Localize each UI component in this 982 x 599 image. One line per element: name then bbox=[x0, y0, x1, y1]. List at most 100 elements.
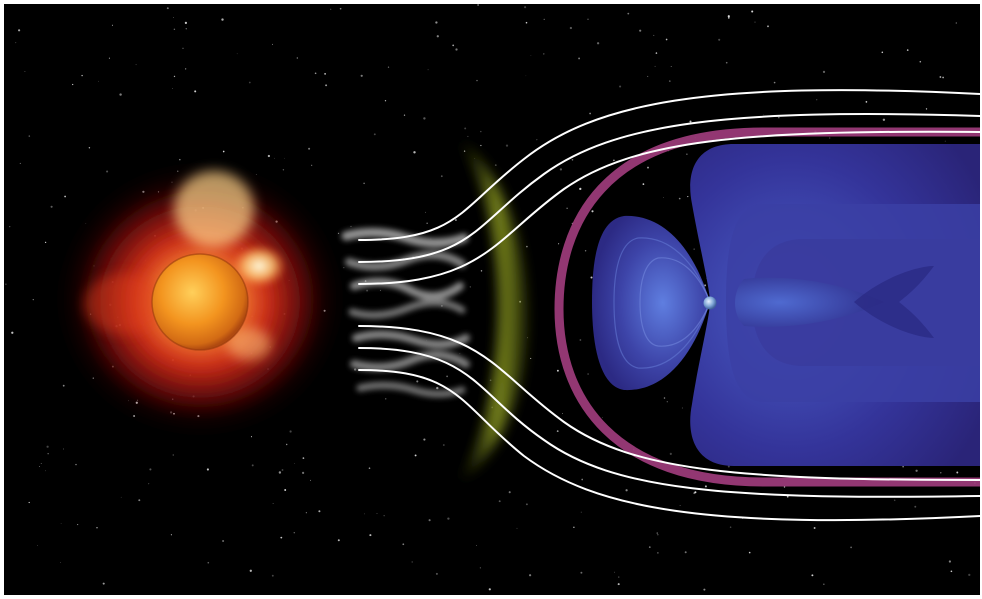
field-lines bbox=[358, 89, 980, 522]
star bbox=[480, 270, 483, 272]
star bbox=[556, 430, 559, 432]
star bbox=[350, 225, 352, 227]
plasma-sheet bbox=[735, 277, 884, 327]
star bbox=[823, 583, 825, 585]
star bbox=[9, 225, 11, 228]
star bbox=[75, 463, 77, 466]
star bbox=[469, 286, 471, 288]
star bbox=[590, 276, 593, 279]
earth bbox=[703, 296, 717, 310]
star bbox=[940, 472, 942, 474]
star bbox=[948, 560, 952, 563]
star bbox=[296, 57, 298, 59]
star bbox=[666, 401, 668, 403]
star bbox=[28, 501, 30, 504]
star bbox=[60, 523, 62, 525]
star bbox=[282, 169, 285, 171]
star bbox=[402, 543, 405, 546]
star bbox=[494, 164, 497, 166]
star bbox=[579, 187, 582, 191]
star bbox=[44, 470, 46, 472]
star bbox=[148, 483, 150, 485]
star bbox=[596, 42, 600, 45]
star bbox=[284, 489, 287, 491]
star bbox=[543, 53, 545, 55]
star bbox=[777, 116, 780, 119]
star bbox=[353, 368, 357, 371]
star bbox=[464, 127, 467, 130]
star bbox=[656, 532, 658, 534]
star bbox=[171, 88, 173, 90]
star bbox=[942, 76, 944, 79]
star bbox=[179, 158, 181, 161]
star bbox=[363, 182, 365, 185]
star bbox=[47, 453, 49, 455]
star bbox=[436, 35, 439, 38]
star bbox=[508, 491, 511, 494]
star bbox=[881, 51, 884, 54]
star bbox=[968, 573, 971, 577]
star bbox=[655, 52, 658, 54]
star bbox=[177, 170, 179, 172]
star bbox=[185, 28, 187, 30]
star bbox=[727, 17, 730, 19]
star bbox=[573, 526, 575, 528]
star bbox=[38, 465, 40, 467]
star bbox=[614, 571, 616, 573]
star bbox=[665, 38, 668, 41]
star bbox=[754, 21, 756, 23]
star bbox=[498, 500, 501, 503]
star bbox=[96, 527, 98, 529]
star bbox=[286, 443, 288, 446]
star bbox=[751, 10, 754, 13]
star bbox=[543, 18, 545, 20]
star bbox=[566, 207, 568, 209]
star bbox=[729, 526, 732, 528]
star bbox=[173, 17, 174, 19]
dayside-lobe bbox=[592, 215, 710, 391]
star bbox=[684, 551, 687, 554]
star bbox=[687, 196, 689, 198]
star bbox=[704, 284, 707, 287]
star bbox=[98, 80, 99, 82]
star bbox=[530, 357, 532, 359]
star bbox=[882, 118, 886, 122]
diagram-canvas bbox=[5, 4, 980, 591]
star bbox=[81, 74, 83, 77]
star bbox=[289, 430, 292, 433]
earth-icon bbox=[703, 296, 717, 310]
star bbox=[271, 574, 274, 577]
star bbox=[773, 81, 776, 84]
star bbox=[63, 448, 64, 450]
star bbox=[170, 534, 172, 536]
star bbox=[411, 561, 413, 563]
star bbox=[581, 478, 584, 481]
star bbox=[447, 517, 450, 520]
star bbox=[274, 157, 275, 159]
star bbox=[653, 34, 655, 36]
star bbox=[207, 561, 210, 564]
star bbox=[587, 18, 589, 20]
star bbox=[813, 527, 816, 529]
star bbox=[822, 70, 826, 74]
star bbox=[480, 130, 482, 133]
star bbox=[727, 465, 730, 468]
star bbox=[480, 144, 482, 147]
star bbox=[816, 99, 818, 101]
star bbox=[32, 298, 34, 301]
star bbox=[222, 150, 225, 153]
star bbox=[427, 69, 429, 71]
star bbox=[44, 241, 47, 244]
star bbox=[562, 413, 563, 414]
star bbox=[525, 21, 528, 24]
star bbox=[28, 135, 31, 137]
star bbox=[613, 159, 615, 162]
star bbox=[686, 153, 688, 155]
star bbox=[373, 133, 376, 136]
star bbox=[530, 55, 532, 56]
star bbox=[587, 373, 589, 375]
star bbox=[416, 380, 419, 383]
star bbox=[267, 154, 271, 158]
star bbox=[272, 503, 274, 504]
star bbox=[902, 466, 904, 468]
